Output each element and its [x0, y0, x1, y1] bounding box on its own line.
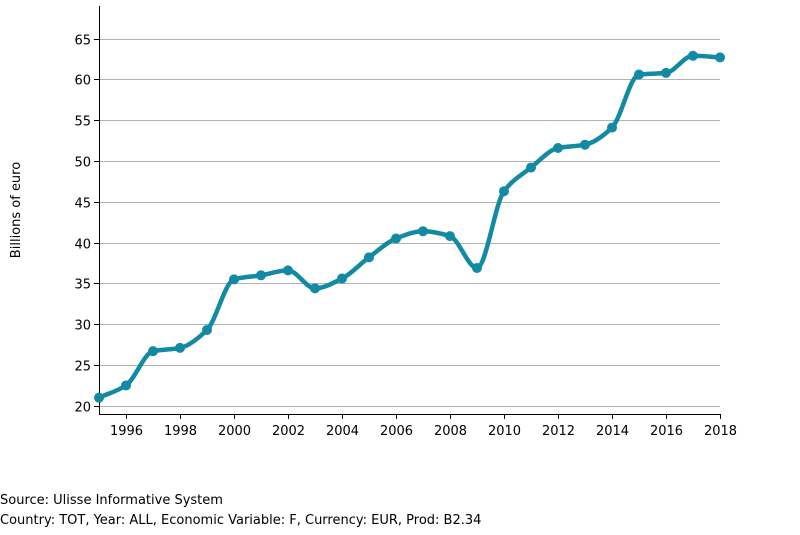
axes: [99, 6, 720, 415]
y-tick-label: 35: [74, 278, 91, 293]
y-axis-label: Billions of euro: [9, 162, 24, 258]
x-tick-label: 2002: [272, 424, 305, 439]
x-tick-label: 2018: [704, 424, 737, 439]
series-line: [96, 53, 723, 400]
y-tick-label: 20: [74, 401, 91, 416]
data-point: [391, 233, 401, 244]
data-point: [310, 283, 320, 294]
data-point: [175, 342, 185, 353]
data-point: [418, 226, 428, 237]
grid-lines: [99, 39, 720, 407]
y-tick-label: 55: [74, 115, 91, 130]
data-point: [715, 52, 725, 63]
data-point: [634, 69, 644, 80]
x-tick-label: 1996: [110, 424, 143, 439]
x-tick-label: 2016: [650, 424, 683, 439]
data-point: [526, 162, 536, 173]
x-tick-label: 1998: [164, 424, 197, 439]
y-tick-label: 30: [74, 319, 91, 334]
data-point: [661, 67, 671, 78]
data-point: [94, 392, 104, 403]
x-tick-label: 2010: [488, 424, 521, 439]
y-tick-label: 50: [74, 156, 91, 171]
y-tick-label: 40: [74, 238, 91, 253]
x-axis-ticks: 1996 1998 2000 2002 2004 2006 2008 2010 2012 2014…: [110, 414, 737, 439]
data-point: [256, 270, 266, 281]
x-tick-label: 2004: [326, 424, 359, 439]
data-point: [202, 324, 212, 335]
data-point: [121, 380, 131, 391]
y-tick-label: 60: [74, 74, 91, 89]
y-axis-ticks: 20 25 30 35 40 45 50 55 60 65: [74, 34, 99, 416]
data-point: [553, 142, 563, 153]
data-point: [472, 262, 482, 273]
data-point: [445, 231, 455, 242]
data-point: [229, 274, 239, 285]
data-point: [580, 139, 590, 150]
line-chart: 20 25 30 35 40 45 50 55 60 65 1996 1998 2000 2002 200…: [9, 6, 737, 439]
y-tick-label: 45: [74, 197, 91, 212]
x-tick-label: 2014: [596, 424, 629, 439]
data-point: [148, 346, 158, 357]
y-tick-label: 65: [74, 34, 91, 49]
x-tick-label: 2000: [218, 424, 251, 439]
data-point: [688, 50, 698, 61]
x-tick-label: 2008: [434, 424, 467, 439]
x-tick-label: 2006: [380, 424, 413, 439]
data-point: [364, 252, 374, 263]
y-tick-label: 25: [74, 360, 91, 375]
data-point: [499, 186, 509, 197]
data-point: [283, 265, 293, 276]
filter-details: Country: TOT, Year: ALL, Economic Variab…: [0, 513, 482, 528]
source-note: Source: Ulisse Informative System: [0, 493, 223, 508]
data-point: [337, 273, 347, 284]
series: [94, 50, 725, 403]
x-tick-label: 2012: [542, 424, 575, 439]
data-point: [607, 122, 617, 133]
